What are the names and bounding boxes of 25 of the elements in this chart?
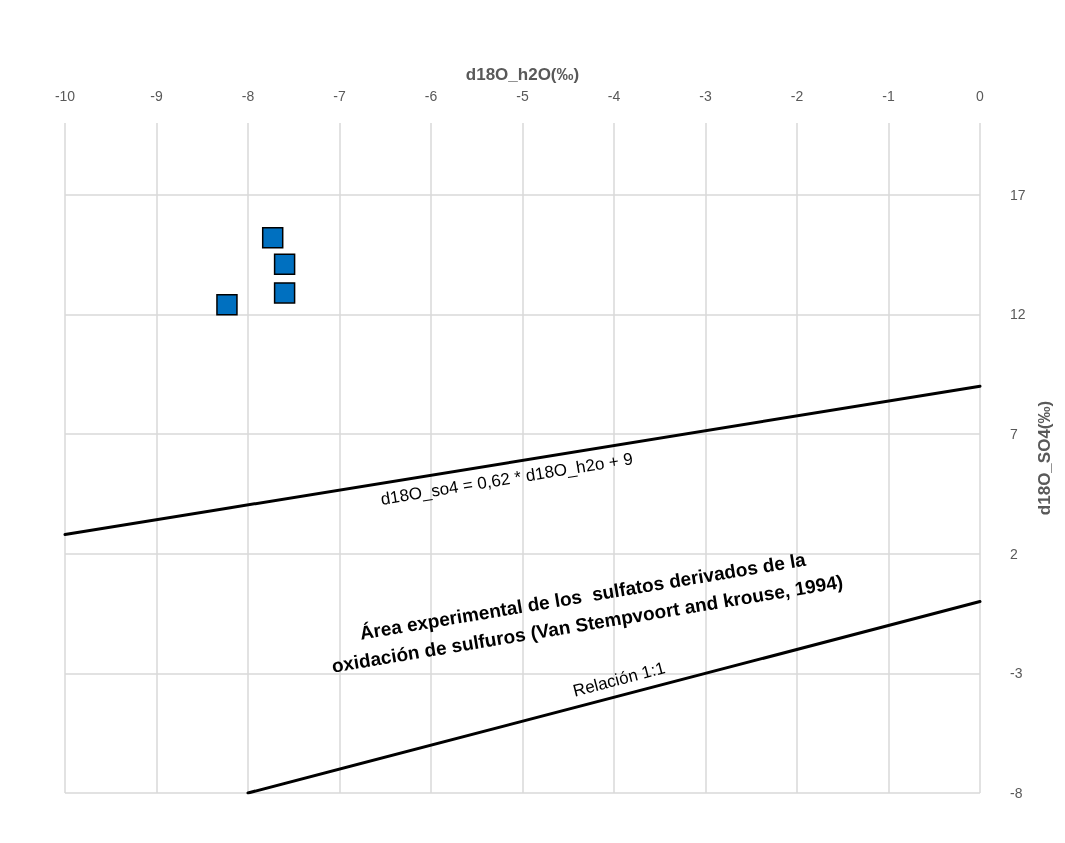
- y-axis-title: d18O_SO4(‰): [1035, 400, 1055, 516]
- x-tick-label: -7: [333, 88, 346, 104]
- x-tick-label: -9: [150, 88, 163, 104]
- x-tick-label: -5: [516, 88, 529, 104]
- x-tick-label: -6: [424, 88, 438, 104]
- annotation: d18O_so4 = 0,62 * d18O_h2o + 9: [379, 449, 635, 509]
- point: [273, 253, 296, 275]
- x-tick-label: -8: [241, 88, 255, 104]
- y-tick-label: -3: [1010, 665, 1023, 682]
- point: [273, 282, 296, 304]
- annotation: Relación 1:1: [571, 658, 668, 701]
- x-tick-label: -1: [882, 88, 895, 104]
- y-tick-label: 12: [1010, 306, 1026, 323]
- x-axis-title: d18O_h2O(‰): [465, 65, 580, 84]
- x-tick-label: -10: [54, 88, 76, 104]
- y-tick-label: -8: [1010, 785, 1023, 801]
- y-tick-label: 17: [1010, 186, 1026, 203]
- x-tick-label: 0: [976, 88, 985, 104]
- y-tick-label: 7: [1010, 426, 1018, 443]
- x-tick-label: -2: [790, 88, 804, 104]
- y-tick-label: 2: [1010, 545, 1018, 562]
- point: [261, 227, 284, 249]
- point: [216, 294, 238, 316]
- x-tick-label: -4: [607, 88, 621, 104]
- x-tick-label: -3: [699, 88, 712, 104]
